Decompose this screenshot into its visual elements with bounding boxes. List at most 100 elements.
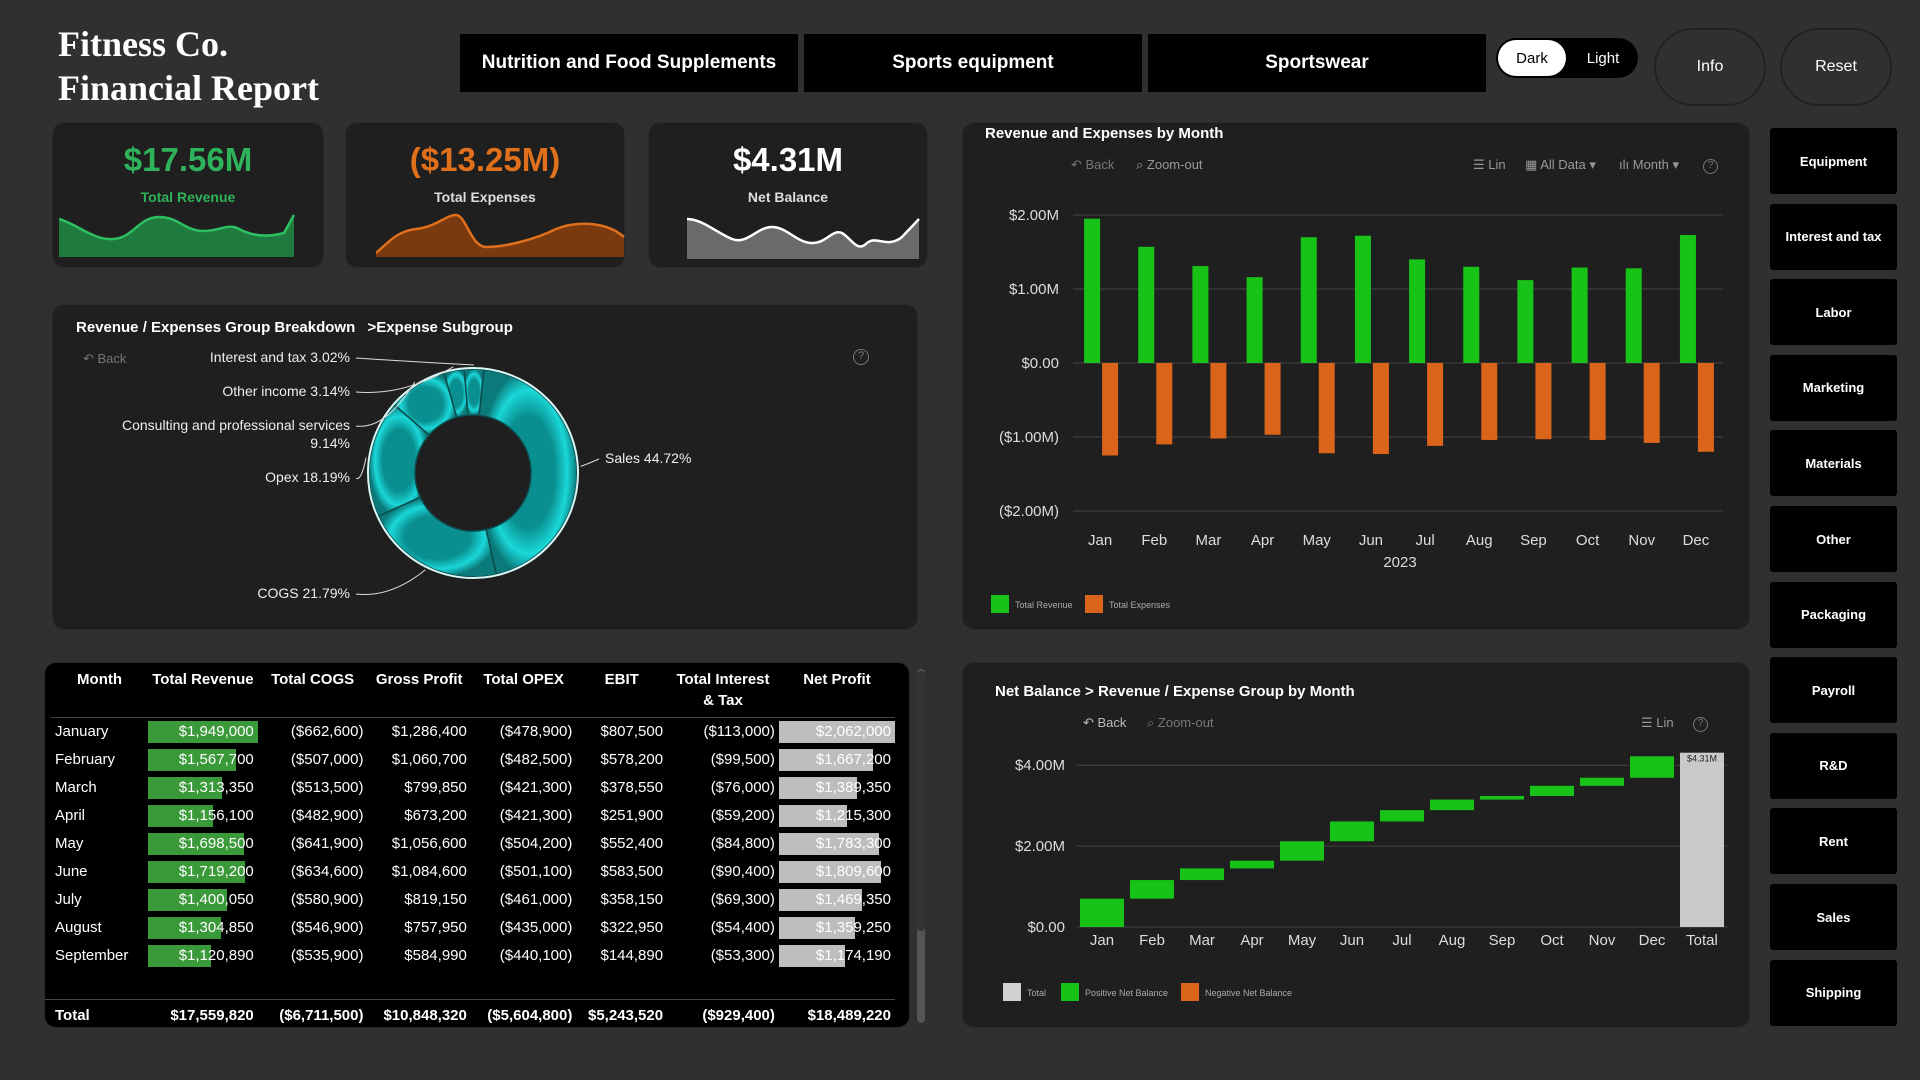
- waterfall-bar[interactable]: [1280, 841, 1324, 861]
- expense-bar[interactable]: [1210, 363, 1227, 439]
- waterfall-total-bar[interactable]: [1680, 752, 1724, 927]
- monthly-period-dropdown[interactable]: ılı Month ▾: [1619, 157, 1680, 172]
- waterfall-bar[interactable]: [1580, 777, 1624, 786]
- donut-slice-interest-and-tax[interactable]: [463, 368, 485, 417]
- expense-bar[interactable]: [1102, 363, 1119, 456]
- expense-bar[interactable]: [1589, 363, 1606, 440]
- col-total-interest-tax[interactable]: Total Interest & Tax: [676, 671, 770, 709]
- revenue-bar: [148, 860, 245, 883]
- revenue-bar[interactable]: [1300, 237, 1317, 363]
- revenue-bar[interactable]: [1409, 259, 1426, 363]
- table-row[interactable]: May $1,698,500 ($641,900) $1,056,600 ($504,2…: [51, 830, 895, 858]
- financial-table: Month Total Revenue Total COGS Gross Pro…: [51, 663, 895, 970]
- waterfall-bar[interactable]: [1430, 799, 1474, 811]
- donut-slice-sales[interactable]: [478, 368, 578, 576]
- sidebar-item-equipment[interactable]: Equipment: [1770, 128, 1897, 194]
- value-cell: ($535,900): [290, 947, 364, 964]
- table-row[interactable]: February $1,567,700 ($507,000) $1,060,700 ($…: [51, 746, 895, 774]
- x-tick-label: Feb: [1139, 932, 1165, 949]
- sidebar-item-sales[interactable]: Sales: [1770, 884, 1897, 950]
- question-icon[interactable]: ?: [853, 349, 869, 365]
- donut-back-button[interactable]: ↶ Back: [83, 351, 127, 366]
- waterfall-bar[interactable]: [1480, 795, 1524, 800]
- table-row[interactable]: September $1,120,890 ($535,900) $584,990 ($4…: [51, 942, 895, 970]
- expense-bar[interactable]: [1643, 363, 1660, 443]
- col-net-profit[interactable]: Net Profit: [803, 671, 871, 688]
- tab-sportswear[interactable]: Sportswear: [1148, 34, 1486, 92]
- revenue-bar[interactable]: [1517, 280, 1534, 363]
- revenue-bar[interactable]: [1084, 218, 1101, 363]
- expense-bar[interactable]: [1264, 363, 1281, 435]
- value-cell: $583,500: [600, 863, 664, 880]
- expense-bar[interactable]: [1318, 363, 1335, 454]
- col-total-revenue[interactable]: Total Revenue: [152, 671, 254, 688]
- light-mode-button[interactable]: Light: [1586, 49, 1620, 67]
- sidebar-item-interest-and-tax[interactable]: Interest and tax: [1770, 203, 1897, 270]
- col-total-opex[interactable]: Total OPEX: [483, 671, 564, 688]
- sidebar-item-marketing[interactable]: Marketing: [1770, 354, 1897, 421]
- monthly-scale-toggle[interactable]: ☰ Lin: [1473, 157, 1506, 172]
- revenue-bar[interactable]: [1138, 246, 1155, 363]
- col-gross-profit[interactable]: Gross Profit: [375, 671, 463, 688]
- waterfall-bar[interactable]: [1230, 860, 1274, 869]
- table-scrollbar[interactable]: [917, 669, 925, 1023]
- sidebar-item-rent[interactable]: Rent: [1770, 808, 1897, 875]
- dark-mode-button[interactable]: Dark: [1498, 40, 1566, 76]
- waterfall-scale-toggle[interactable]: ☰ Lin: [1641, 715, 1674, 730]
- revenue-bar[interactable]: [1354, 235, 1371, 363]
- waterfall-back-button[interactable]: ↶ Back: [1083, 715, 1127, 730]
- table-row[interactable]: January $1,949,000 ($662,600) $1,286,400 ($4…: [51, 718, 895, 746]
- tab-nutrition[interactable]: Nutrition and Food Supplements: [460, 34, 798, 92]
- revenue-bar[interactable]: [1246, 277, 1263, 363]
- monthly-back-button[interactable]: ↶ Back: [1071, 157, 1115, 172]
- table-row[interactable]: August $1,304,850 ($546,900) $757,950 ($435,…: [51, 914, 895, 942]
- revenue-bar[interactable]: [1625, 268, 1642, 363]
- table-row[interactable]: June $1,719,200 ($634,600) $1,084,600 ($501,…: [51, 858, 895, 886]
- table-row[interactable]: April $1,156,100 ($482,900) $673,200 ($421,3…: [51, 802, 895, 830]
- col-month[interactable]: Month: [77, 671, 123, 688]
- sidebar-item-labor[interactable]: Labor: [1770, 279, 1897, 346]
- sidebar-item-packaging[interactable]: Packaging: [1770, 581, 1897, 648]
- donut-label-percent: 9.14%: [310, 435, 350, 451]
- revenue-bar[interactable]: [1679, 234, 1696, 363]
- sidebar-item-materials[interactable]: Materials: [1770, 430, 1897, 497]
- net-profit-bar: [778, 832, 880, 855]
- waterfall-bar[interactable]: [1630, 756, 1674, 778]
- waterfall-bar[interactable]: [1080, 898, 1124, 927]
- donut-slice-cogs[interactable]: [377, 496, 498, 578]
- revenue-bar[interactable]: [1463, 266, 1480, 363]
- info-button[interactable]: Info: [1654, 28, 1766, 106]
- waterfall-bar[interactable]: [1130, 880, 1174, 899]
- sidebar-item-payroll[interactable]: Payroll: [1770, 657, 1897, 724]
- donut-drill-subtitle[interactable]: >Expense Subgroup: [367, 319, 513, 336]
- waterfall-bar[interactable]: [1330, 821, 1374, 842]
- expense-bar[interactable]: [1697, 363, 1714, 452]
- expense-bar[interactable]: [1427, 363, 1444, 446]
- expense-bar[interactable]: [1372, 363, 1389, 455]
- total-ebit-cell: $5,243,520: [588, 1006, 664, 1024]
- expenses-sparkline: [376, 213, 625, 257]
- col-total-cogs[interactable]: Total COGS: [271, 671, 355, 688]
- revenue-bar[interactable]: [1192, 266, 1209, 363]
- table-row[interactable]: March $1,313,350 ($513,500) $799,850 ($421,3…: [51, 774, 895, 802]
- sidebar-item-other[interactable]: Other: [1770, 506, 1897, 572]
- sidebar-item-shipping[interactable]: Shipping: [1770, 959, 1897, 1026]
- waterfall-zoom-out-button[interactable]: ⌕ Zoom-out: [1147, 715, 1214, 730]
- monthly-all-data-dropdown[interactable]: ▦ All Data ▾: [1525, 157, 1596, 172]
- revenue-bar[interactable]: [1571, 267, 1588, 363]
- waterfall-bar[interactable]: [1380, 810, 1424, 822]
- monthly-help-icon[interactable]: ?: [1703, 159, 1718, 174]
- tab-sports-equipment[interactable]: Sports equipment: [804, 34, 1142, 92]
- revenue-cell: $1,120,890: [148, 942, 258, 970]
- sidebar-item-r-d[interactable]: R&D: [1770, 732, 1897, 799]
- waterfall-bar[interactable]: [1180, 868, 1224, 881]
- table-row[interactable]: July $1,400,050 ($580,900) $819,150 ($461,00…: [51, 886, 895, 914]
- waterfall-bar[interactable]: [1530, 785, 1574, 796]
- monthly-zoom-out-button[interactable]: ⌕ Zoom-out: [1136, 157, 1203, 172]
- waterfall-help-icon[interactable]: ?: [1693, 717, 1708, 732]
- expense-bar[interactable]: [1156, 363, 1173, 445]
- reset-button[interactable]: Reset: [1780, 28, 1892, 106]
- expense-bar[interactable]: [1535, 363, 1552, 440]
- expense-bar[interactable]: [1481, 363, 1498, 440]
- col-ebit[interactable]: EBIT: [604, 671, 639, 688]
